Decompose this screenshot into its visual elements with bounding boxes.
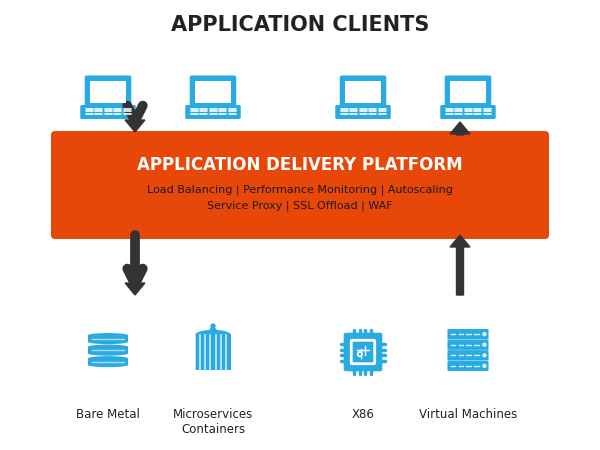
- FancyBboxPatch shape: [440, 105, 496, 119]
- Circle shape: [483, 343, 486, 346]
- Text: APPLICATION DELIVERY PLATFORM: APPLICATION DELIVERY PLATFORM: [137, 156, 463, 174]
- FancyBboxPatch shape: [190, 76, 236, 108]
- FancyBboxPatch shape: [90, 81, 126, 103]
- FancyBboxPatch shape: [195, 81, 231, 103]
- FancyBboxPatch shape: [88, 335, 128, 342]
- Ellipse shape: [88, 351, 128, 356]
- FancyBboxPatch shape: [88, 347, 128, 353]
- Polygon shape: [209, 326, 217, 332]
- FancyBboxPatch shape: [185, 105, 241, 119]
- Ellipse shape: [88, 356, 128, 361]
- Ellipse shape: [88, 333, 128, 338]
- Bar: [352, 341, 374, 363]
- FancyBboxPatch shape: [448, 329, 488, 339]
- FancyBboxPatch shape: [80, 105, 136, 119]
- Text: Virtual Machines: Virtual Machines: [419, 408, 517, 421]
- Ellipse shape: [88, 345, 128, 349]
- Circle shape: [358, 352, 362, 356]
- Text: Service Proxy | SSL Offload | WAF: Service Proxy | SSL Offload | WAF: [207, 201, 393, 211]
- FancyBboxPatch shape: [448, 361, 488, 371]
- Circle shape: [483, 333, 486, 336]
- FancyBboxPatch shape: [448, 340, 488, 350]
- FancyBboxPatch shape: [85, 76, 131, 108]
- FancyArrow shape: [125, 235, 145, 295]
- FancyArrow shape: [450, 122, 470, 135]
- Ellipse shape: [195, 330, 231, 340]
- FancyBboxPatch shape: [445, 76, 491, 108]
- Circle shape: [483, 354, 486, 357]
- FancyBboxPatch shape: [345, 81, 381, 103]
- Bar: [195, 335, 231, 370]
- Text: X86: X86: [352, 408, 374, 421]
- Text: Load Balancing | Performance Monitoring | Autoscaling: Load Balancing | Performance Monitoring …: [147, 185, 453, 195]
- FancyBboxPatch shape: [351, 340, 375, 364]
- Ellipse shape: [88, 362, 128, 367]
- Circle shape: [211, 324, 215, 328]
- FancyBboxPatch shape: [335, 105, 391, 119]
- FancyBboxPatch shape: [340, 76, 386, 108]
- FancyArrow shape: [450, 235, 470, 295]
- FancyBboxPatch shape: [51, 131, 549, 239]
- Text: APPLICATION CLIENTS: APPLICATION CLIENTS: [171, 15, 429, 35]
- Text: Microservices
Containers: Microservices Containers: [173, 408, 253, 436]
- FancyBboxPatch shape: [88, 359, 128, 365]
- Ellipse shape: [88, 339, 128, 344]
- FancyBboxPatch shape: [448, 350, 488, 360]
- Circle shape: [483, 364, 486, 367]
- FancyBboxPatch shape: [450, 81, 486, 103]
- FancyArrow shape: [125, 120, 145, 132]
- FancyBboxPatch shape: [344, 333, 382, 371]
- Text: Bare Metal: Bare Metal: [76, 408, 140, 421]
